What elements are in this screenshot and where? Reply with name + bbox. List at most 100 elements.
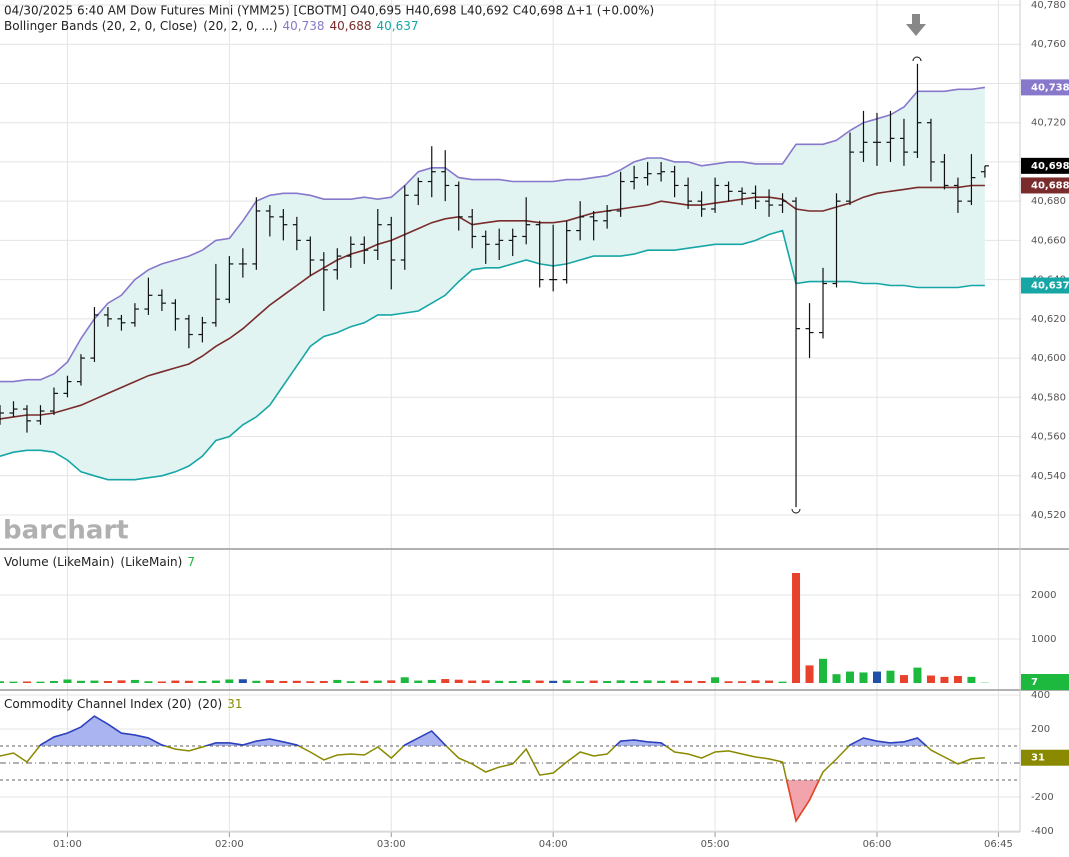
x-tick-label: 06:00: [863, 839, 892, 850]
volume-bar: [360, 680, 369, 683]
x-tick-label: 02:00: [215, 839, 244, 850]
volume-bar: [144, 681, 153, 683]
x-tick-label: 06:45: [984, 839, 1013, 850]
volume-bar: [400, 677, 409, 683]
bands-title: Bollinger Bands (20, 2, 0, Close) (20, 2,…: [4, 19, 419, 33]
volume-bar: [252, 680, 261, 683]
band-line: [0, 86, 986, 383]
volume-bar: [265, 680, 274, 683]
last-value-label: 40,698: [1031, 161, 1069, 172]
cci-title-text: Commodity Channel Index (20): [4, 697, 192, 711]
volume-bar: [306, 681, 315, 683]
y-tick-label: 40,580: [1031, 392, 1066, 403]
last-value-label: 40,738: [1031, 82, 1069, 93]
last-value-box: [1021, 674, 1069, 690]
cci-value: 31: [227, 697, 242, 711]
volume-bar: [414, 680, 423, 683]
volume-bar: [913, 667, 922, 683]
x-tick-label: 05:00: [701, 839, 730, 850]
volume-bar: [211, 680, 220, 683]
last-value-label: 31: [1031, 753, 1045, 764]
volume-bar: [373, 680, 382, 683]
volume-bar: [562, 680, 571, 683]
cci-line-above: [38, 715, 928, 746]
volume-bar: [832, 674, 841, 683]
volume-bar: [805, 665, 814, 683]
bands-value: 40,637: [377, 19, 419, 33]
volume-bar: [63, 679, 72, 683]
volume-bar: [90, 680, 99, 683]
volume-bar: [751, 680, 760, 683]
volume-bar: [171, 680, 180, 683]
y-tick-label: -200: [1031, 792, 1054, 803]
y-tick-label: 40,620: [1031, 314, 1066, 325]
volume-bar: [792, 573, 801, 683]
volume-title-text: Volume (LikeMain): [4, 555, 114, 569]
volume-bar: [724, 681, 733, 683]
last-value-label: 7: [1031, 677, 1038, 688]
volume-bar: [117, 680, 126, 683]
volume-bar: [441, 679, 450, 683]
volume-bar: [967, 676, 976, 683]
y-tick-label: 40,540: [1031, 471, 1066, 482]
volume-bar: [76, 680, 85, 683]
bands-title-text: Bollinger Bands (20, 2, 0, Close): [4, 19, 197, 33]
volume-bar: [157, 681, 166, 683]
volume-bar: [468, 680, 477, 683]
y-tick-label: -400: [1031, 826, 1054, 837]
cci-params: (20): [198, 697, 223, 711]
volume-bar: [549, 680, 558, 683]
volume-bar: [130, 679, 139, 683]
volume-bar: [899, 675, 908, 683]
volume-bar: [22, 681, 31, 683]
bands-value: 40,688: [330, 19, 372, 33]
volume-bar: [643, 680, 652, 683]
last-value-label: 40,637: [1031, 281, 1069, 292]
volume-bar: [481, 680, 490, 683]
low-marker: [791, 508, 801, 514]
volume-bar: [454, 679, 463, 683]
volume-bar: [846, 671, 854, 683]
high-marker: [912, 56, 922, 62]
volume-bar: [872, 671, 881, 683]
cci-title: Commodity Channel Index (20) (20) 31: [4, 697, 243, 711]
header: 04/30/2025 6:40 AM Dow Futures Mini (YMM…: [4, 4, 654, 18]
volume-bar: [535, 680, 544, 683]
volume-bar: [346, 681, 355, 683]
volume-bar: [926, 675, 935, 683]
watermark: barchart: [3, 516, 129, 546]
volume-bar: [684, 680, 693, 683]
volume-title: Volume (LikeMain) (LikeMain) 7: [4, 555, 195, 569]
y-tick-label: 2000: [1031, 590, 1056, 601]
volume-bar: [711, 677, 720, 683]
volume-bar: [657, 680, 666, 683]
last-value-box: [1021, 157, 1069, 174]
y-tick-label: 40,520: [1031, 510, 1066, 521]
volume-bar: [508, 681, 517, 683]
volume-bar: [387, 680, 396, 683]
volume-bar: [0, 681, 4, 683]
volume-bar: [238, 679, 247, 683]
x-tick-label: 04:00: [539, 839, 568, 850]
volume-bar: [522, 680, 531, 683]
volume-bar: [589, 680, 598, 683]
bands-value: 40,738: [283, 19, 325, 33]
volume-bar: [427, 679, 436, 683]
last-value-box: [1021, 277, 1069, 294]
band-line: [0, 229, 985, 481]
y-tick-label: 40,560: [1031, 432, 1066, 443]
y-tick-label: 40,680: [1031, 196, 1066, 207]
volume-bar: [198, 681, 207, 683]
volume-value: 7: [187, 555, 195, 569]
x-tick-label: 03:00: [377, 839, 406, 850]
last-value-box: [1021, 749, 1069, 766]
y-tick-label: 1000: [1031, 634, 1056, 645]
volume-bar: [36, 681, 45, 683]
volume-bar: [778, 681, 787, 683]
y-tick-label: 40,760: [1031, 39, 1066, 50]
volume-bar: [49, 681, 58, 683]
volume-bar: [953, 675, 962, 683]
band-line: [0, 184, 985, 420]
volume-bar: [319, 681, 328, 683]
